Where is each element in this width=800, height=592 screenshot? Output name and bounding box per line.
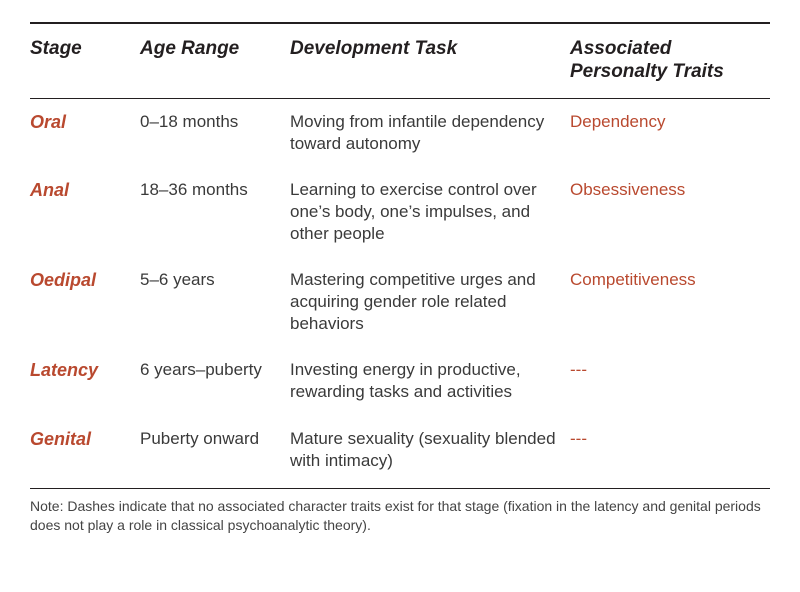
table-row: Genital Puberty onward Mature sexuality … (30, 416, 770, 489)
cell-stage: Latency (30, 347, 140, 415)
table-row: Oedipal 5–6 years Mastering competitive … (30, 257, 770, 347)
stages-table: Stage Age Range Development Task Associa… (30, 22, 770, 489)
table-row: Latency 6 years–puberty Investing energy… (30, 347, 770, 415)
cell-stage: Genital (30, 416, 140, 489)
cell-trait: Dependency (570, 98, 770, 167)
cell-task: Mature sexuality (sexuality blended with… (290, 416, 570, 489)
cell-age: Puberty onward (140, 416, 290, 489)
cell-age: 0–18 months (140, 98, 290, 167)
cell-task: Mastering competitive urges and acquirin… (290, 257, 570, 347)
col-header-task: Development Task (290, 23, 570, 98)
col-header-age: Age Range (140, 23, 290, 98)
cell-trait: --- (570, 347, 770, 415)
cell-stage: Anal (30, 167, 140, 257)
cell-task: Learning to exercise control over one’s … (290, 167, 570, 257)
col-header-stage: Stage (30, 23, 140, 98)
cell-task: Moving from infantile dependency toward … (290, 98, 570, 167)
cell-stage: Oedipal (30, 257, 140, 347)
cell-age: 6 years–puberty (140, 347, 290, 415)
cell-trait: Obsessiveness (570, 167, 770, 257)
table-row: Anal 18–36 months Learning to exercise c… (30, 167, 770, 257)
col-header-trait: Associated Personalty Traits (570, 23, 770, 98)
cell-trait: Competitiveness (570, 257, 770, 347)
cell-age: 18–36 months (140, 167, 290, 257)
table-container: Stage Age Range Development Task Associa… (0, 0, 800, 547)
table-row: Oral 0–18 months Moving from infantile d… (30, 98, 770, 167)
table-header-row: Stage Age Range Development Task Associa… (30, 23, 770, 98)
table-footnote: Note: Dashes indicate that no associated… (30, 489, 770, 535)
cell-stage: Oral (30, 98, 140, 167)
cell-trait: --- (570, 416, 770, 489)
cell-task: Investing energy in productive, rewardin… (290, 347, 570, 415)
cell-age: 5–6 years (140, 257, 290, 347)
